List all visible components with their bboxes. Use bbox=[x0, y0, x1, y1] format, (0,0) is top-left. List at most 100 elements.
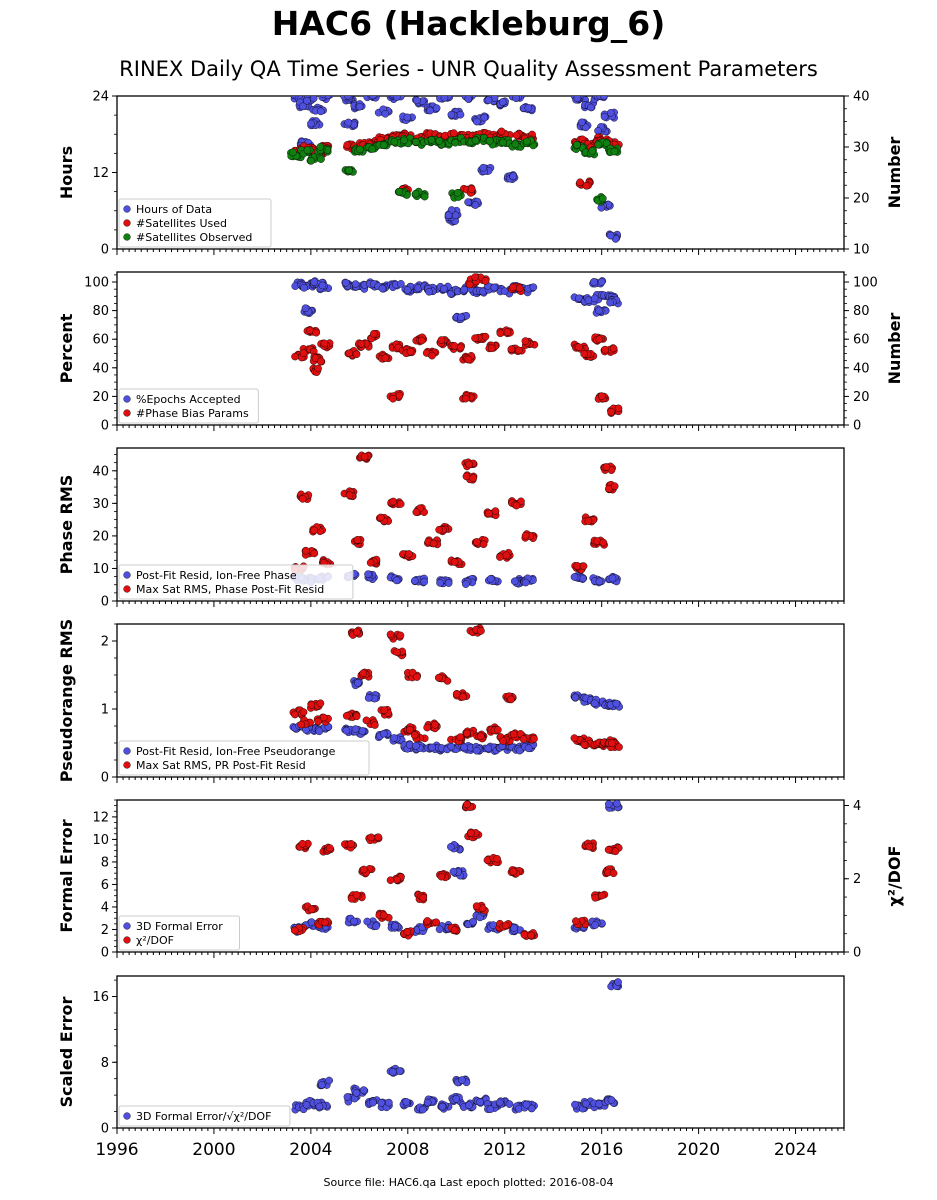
data-point-1 bbox=[355, 102, 364, 111]
data-point-1 bbox=[464, 198, 472, 206]
data-point-2 bbox=[310, 526, 318, 535]
data-point-2 bbox=[601, 345, 609, 354]
panel-points bbox=[291, 273, 623, 417]
data-point-1 bbox=[435, 925, 444, 934]
data-point-1 bbox=[389, 1068, 397, 1076]
data-point-3 bbox=[523, 137, 531, 146]
data-point-2 bbox=[381, 354, 390, 362]
data-point-1 bbox=[582, 1099, 590, 1108]
data-point-3 bbox=[453, 189, 462, 197]
data-point-1 bbox=[309, 96, 318, 103]
data-point-2 bbox=[435, 525, 443, 534]
legend-entry: Hours of Data bbox=[136, 203, 212, 216]
data-point-1 bbox=[379, 729, 388, 738]
data-point-1 bbox=[521, 578, 530, 587]
data-point-1 bbox=[590, 278, 598, 286]
data-point-2 bbox=[298, 495, 307, 503]
data-point-3 bbox=[395, 187, 404, 196]
data-point-3 bbox=[499, 138, 507, 147]
panel-points bbox=[287, 96, 623, 243]
data-point-1 bbox=[579, 574, 587, 583]
y-tick-label: 40 bbox=[92, 464, 109, 479]
data-point-2 bbox=[326, 844, 334, 852]
data-point-1 bbox=[524, 744, 533, 753]
data-point-2 bbox=[386, 876, 395, 885]
y-tick-label: 20 bbox=[92, 529, 109, 544]
data-point-2 bbox=[614, 404, 623, 413]
data-point-3 bbox=[316, 143, 325, 151]
data-point-1 bbox=[325, 1076, 333, 1085]
data-point-1 bbox=[403, 286, 412, 294]
legend-marker bbox=[123, 395, 131, 403]
data-point-2 bbox=[319, 713, 328, 722]
data-point-2 bbox=[461, 394, 470, 403]
data-point-1 bbox=[484, 96, 493, 104]
data-point-2 bbox=[290, 926, 299, 935]
data-point-2 bbox=[456, 733, 465, 741]
data-point-1 bbox=[440, 96, 449, 102]
data-point-2 bbox=[396, 631, 405, 640]
data-point-1 bbox=[444, 579, 453, 587]
data-point-1 bbox=[423, 1098, 432, 1107]
y2-tick-label: 60 bbox=[853, 333, 870, 348]
data-point-2 bbox=[386, 630, 395, 639]
data-point-2 bbox=[343, 141, 352, 149]
data-point-1 bbox=[457, 313, 465, 321]
y-tick-label: 0 bbox=[101, 595, 109, 610]
data-point-2 bbox=[360, 452, 369, 461]
data-point-1 bbox=[372, 922, 380, 931]
data-point-1 bbox=[512, 96, 520, 102]
data-point-2 bbox=[314, 364, 322, 373]
data-point-2 bbox=[359, 865, 368, 874]
data-point-2 bbox=[450, 342, 459, 350]
data-point-2 bbox=[374, 833, 383, 842]
legend-marker bbox=[123, 936, 131, 944]
y-axis-label: Pseudorange RMS bbox=[57, 619, 76, 782]
data-point-1 bbox=[595, 577, 604, 586]
data-point-2 bbox=[413, 673, 421, 681]
data-point-2 bbox=[580, 350, 588, 358]
data-point-2 bbox=[463, 729, 471, 738]
data-point-2 bbox=[481, 332, 490, 341]
data-point-1 bbox=[605, 800, 613, 808]
legend-marker bbox=[123, 922, 131, 930]
data-point-1 bbox=[432, 104, 441, 112]
data-point-3 bbox=[451, 138, 460, 147]
data-point-2 bbox=[367, 833, 376, 842]
data-point-1 bbox=[472, 746, 481, 755]
data-point-2 bbox=[423, 917, 432, 925]
x-tick-label: 2012 bbox=[483, 1140, 526, 1160]
data-point-1 bbox=[354, 679, 362, 687]
data-point-1 bbox=[527, 1104, 536, 1113]
y2-tick-label: 0 bbox=[853, 419, 861, 434]
data-point-1 bbox=[444, 211, 453, 220]
y2-tick-label: 40 bbox=[853, 361, 870, 376]
data-point-2 bbox=[473, 538, 481, 546]
data-point-3 bbox=[356, 145, 364, 154]
data-point-2 bbox=[463, 800, 471, 809]
data-point-2 bbox=[299, 708, 308, 716]
legend-box bbox=[118, 1105, 291, 1127]
y-tick-label: 1 bbox=[101, 703, 109, 718]
legend-entry: Max Sat RMS, PR Post-Fit Resid bbox=[136, 759, 306, 772]
data-point-1 bbox=[595, 306, 603, 315]
panel-4: 0 1 2 Pseudorange RMS Post-Fit Resid, Ion-Fr… bbox=[57, 619, 845, 786]
data-point-2 bbox=[579, 562, 588, 570]
data-point-1 bbox=[425, 287, 433, 296]
data-point-3 bbox=[610, 147, 619, 156]
data-point-2 bbox=[370, 329, 378, 338]
data-point-1 bbox=[359, 1086, 368, 1094]
data-point-1 bbox=[486, 575, 495, 583]
data-point-2 bbox=[512, 131, 521, 140]
data-point-2 bbox=[611, 847, 620, 856]
data-point-2 bbox=[576, 178, 584, 187]
data-point-2 bbox=[395, 391, 404, 400]
data-point-2 bbox=[403, 928, 412, 936]
data-point-1 bbox=[364, 570, 372, 578]
y-axis-label: Percent bbox=[57, 313, 76, 383]
data-point-2 bbox=[479, 540, 488, 549]
data-point-2 bbox=[307, 905, 316, 914]
legend-entry: #Satellites Used bbox=[136, 217, 227, 230]
y-tick-label: 4 bbox=[101, 900, 109, 915]
data-point-1 bbox=[307, 119, 315, 128]
